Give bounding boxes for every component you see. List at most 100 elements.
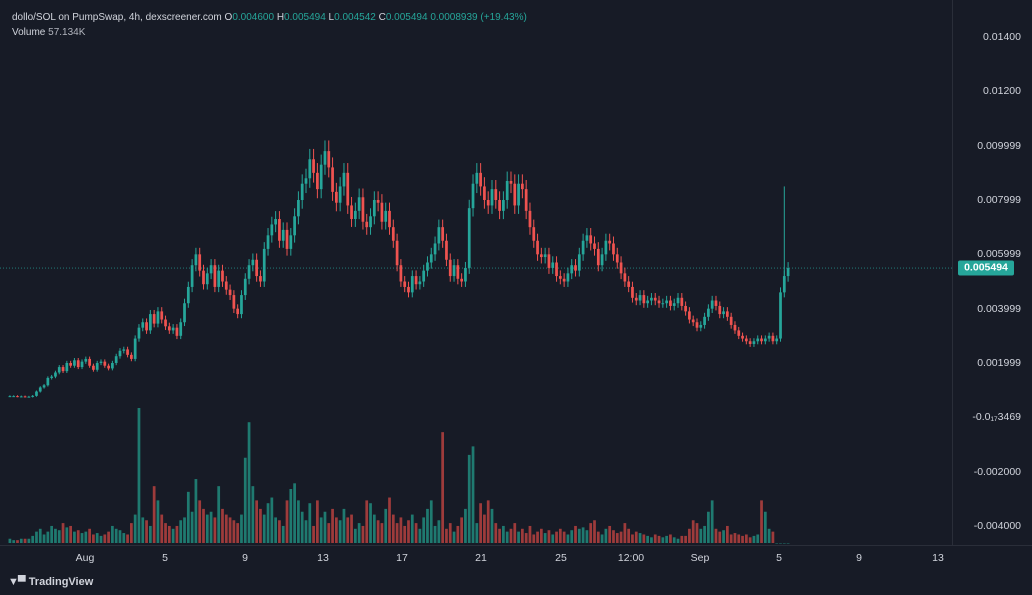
candle	[194, 247, 198, 272]
candle	[372, 191, 376, 225]
candle-body	[194, 254, 198, 266]
candle	[558, 270, 562, 285]
candle	[638, 290, 642, 306]
volume-bar	[422, 517, 426, 543]
volume-bar	[642, 534, 646, 543]
candle-body	[562, 278, 566, 282]
candle-body	[467, 208, 471, 268]
candle-body	[441, 227, 445, 241]
candle-body	[479, 172, 482, 187]
volume-bar	[46, 531, 50, 543]
candle-body	[308, 159, 312, 179]
volume-bar	[27, 538, 31, 543]
candle-body	[653, 297, 657, 301]
time-tick-label: 13	[932, 552, 944, 564]
volume-bar	[319, 517, 323, 543]
candle	[490, 180, 494, 214]
volume-bar	[285, 500, 289, 543]
candle-body	[551, 262, 555, 268]
last-price-badge: 0.005494	[958, 260, 1014, 276]
volume-bar	[334, 517, 338, 543]
time-tick-label: Aug	[75, 552, 95, 564]
candle-body	[293, 216, 296, 236]
candle-body	[42, 385, 46, 388]
volume-legend: Volume 57.134K	[12, 27, 85, 38]
candle-body	[509, 180, 513, 184]
candle-body	[532, 227, 536, 241]
volume-bar	[156, 500, 160, 543]
volume-bar	[399, 517, 403, 543]
candle-body	[593, 243, 596, 249]
tradingview-logo[interactable]: ▼▀ TradingView	[8, 576, 93, 588]
candle	[600, 247, 604, 272]
candle	[133, 335, 137, 362]
candle-body	[111, 362, 114, 369]
candle-body	[710, 300, 714, 309]
candle-body	[205, 273, 209, 285]
candle	[498, 191, 501, 220]
volume-bar	[760, 500, 763, 543]
candle-body	[167, 326, 171, 331]
candle	[661, 298, 665, 308]
volume-bar	[255, 500, 259, 543]
volume-bar	[251, 486, 255, 543]
plot-area[interactable]: dollo/SOL on PumpSwap, 4h, dexscreener.c…	[0, 0, 952, 545]
candle-body	[186, 286, 190, 304]
candle	[464, 261, 467, 287]
candle-body	[555, 262, 558, 277]
volume-bar	[555, 531, 558, 543]
volume-bar	[418, 528, 422, 543]
candle	[410, 270, 414, 298]
candle	[65, 360, 69, 373]
candle	[84, 356, 88, 364]
candle-body	[331, 167, 334, 192]
candle	[486, 191, 490, 214]
candle-body	[213, 265, 217, 287]
candle-body	[498, 200, 501, 211]
volume-bar	[73, 531, 76, 543]
candle-body	[494, 189, 498, 201]
volume-bar	[50, 525, 54, 543]
candle-body	[278, 219, 281, 241]
volume-label: Volume	[12, 27, 46, 38]
candle-body	[483, 186, 486, 201]
price-tick-label: 0.01400	[983, 31, 1021, 43]
volume-bar	[661, 537, 665, 543]
candle	[388, 202, 391, 235]
candle	[722, 307, 725, 319]
volume-bar	[190, 511, 194, 543]
volume-bar	[505, 531, 509, 543]
candle	[669, 295, 672, 311]
candle-body	[54, 372, 57, 377]
candle-body	[365, 221, 369, 228]
candle-body	[198, 254, 202, 271]
time-axis[interactable]: Aug 5 9 13 17 21 25 12:00 Sep 5 9 13	[0, 545, 1032, 572]
candle-body	[604, 240, 608, 255]
volume-bar	[475, 523, 479, 543]
candle	[448, 253, 452, 282]
volume-bar	[600, 534, 604, 543]
candle-body	[490, 189, 494, 206]
volume-bar	[691, 520, 695, 543]
volume-bar	[388, 497, 391, 543]
candlestick-chart[interactable]	[0, 0, 952, 545]
candle	[627, 276, 631, 293]
candle-body	[84, 358, 88, 362]
candle-body	[95, 362, 99, 370]
candle	[350, 196, 353, 227]
candle	[391, 219, 395, 248]
candle-body	[369, 216, 372, 228]
volume-bar	[236, 523, 240, 543]
candle	[524, 180, 528, 220]
volume-bar	[619, 531, 623, 543]
volume-bar	[585, 530, 589, 543]
volume-bar	[623, 523, 627, 543]
candle	[475, 163, 479, 194]
candle-body	[289, 235, 293, 249]
candle	[31, 395, 35, 398]
candle	[202, 264, 205, 290]
volume-bar	[133, 514, 137, 543]
volume-bar	[558, 528, 562, 543]
candle	[653, 293, 657, 306]
candle-body	[297, 200, 300, 217]
